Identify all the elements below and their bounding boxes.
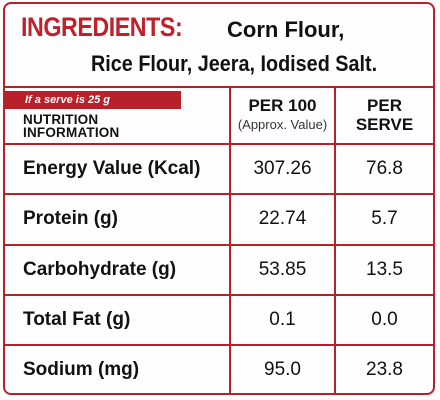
ingredients-line-1: Corn Flour, <box>227 17 345 42</box>
nutrient-name: Total Fat (g) <box>5 293 231 346</box>
per-serve-value: 13.5 <box>334 243 433 296</box>
serve-size-note: If a serve is 25 g <box>5 91 181 109</box>
per-serve-label-line-2: SERVE <box>355 114 414 134</box>
approx-value-label: (Approx. Value) <box>237 116 328 132</box>
table-row: Protein (g) 22.74 5.7 <box>5 193 433 246</box>
ingredients-section: INGREDIENTS: Corn Flour, Rice Flour, Jee… <box>5 4 433 88</box>
table-row: Energy Value (Kcal) 307.26 76.8 <box>5 143 433 196</box>
per-100-value: 0.1 <box>229 293 336 346</box>
per-serve-value: 5.7 <box>334 193 433 246</box>
ingredients-line-2: Rice Flour, Jeera, Iodised Salt. <box>91 51 378 76</box>
nutrition-label-panel: INGREDIENTS: Corn Flour, Rice Flour, Jee… <box>3 2 435 395</box>
per-serve-value: 76.8 <box>334 143 433 196</box>
per-100-label: PER 100 <box>248 95 317 115</box>
nutrient-name: Energy Value (Kcal) <box>5 143 231 196</box>
nutrient-name: Carbohydrate (g) <box>5 243 231 296</box>
per-100-value: 95.0 <box>229 343 336 393</box>
per-serve-column-header: PER SERVE <box>334 86 433 146</box>
nutrient-name: Protein (g) <box>5 193 231 246</box>
per-100-value: 307.26 <box>229 143 336 196</box>
nutrition-header-cell: If a serve is 25 g NUTRITION INFORMATION <box>5 86 231 146</box>
nutrition-header-row: If a serve is 25 g NUTRITION INFORMATION… <box>5 86 433 146</box>
nutrient-name: Sodium (mg) <box>5 343 231 393</box>
per-100-value: 22.74 <box>229 193 336 246</box>
table-row: Carbohydrate (g) 53.85 13.5 <box>5 243 433 296</box>
per-serve-label-line-1: PER <box>367 95 402 115</box>
nutrition-heading-line-2: INFORMATION <box>23 125 120 140</box>
nutrition-table: If a serve is 25 g NUTRITION INFORMATION… <box>5 86 433 393</box>
per-serve-value: 0.0 <box>334 293 433 346</box>
table-row: Total Fat (g) 0.1 0.0 <box>5 293 433 346</box>
per-100-column-header: PER 100 (Approx. Value) <box>229 86 336 146</box>
per-100-value: 53.85 <box>229 243 336 296</box>
ingredients-title: INGREDIENTS: <box>21 12 183 42</box>
table-row: Sodium (mg) 95.0 23.8 <box>5 343 433 393</box>
per-serve-value: 23.8 <box>334 343 433 393</box>
nutrition-heading-line-1: NUTRITION <box>23 112 99 127</box>
nutrition-information-heading: NUTRITION INFORMATION <box>5 109 229 140</box>
